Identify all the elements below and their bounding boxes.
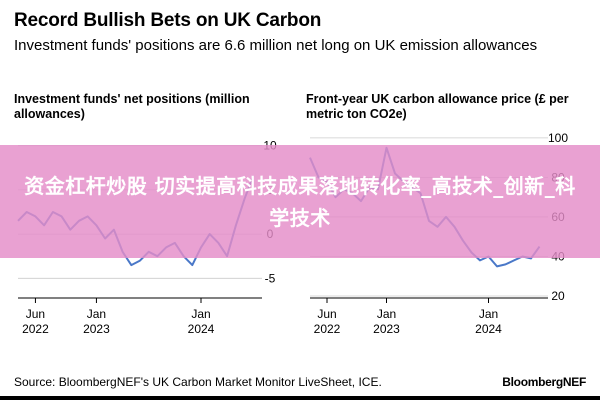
page-title: Record Bullish Bets on UK Carbon <box>14 10 322 31</box>
carbon-price-x-tick-label: Jan 2023 <box>373 307 400 336</box>
chart-title-carbon-price: Front-year UK carbon allowance price (£ … <box>306 92 569 121</box>
chart-title-net-positions: Investment funds' net positions (million… <box>14 92 250 121</box>
page-subtitle: Investment funds' positions are 6.6 mill… <box>14 37 538 54</box>
carbon-price-x-tick-label: Jun 2022 <box>314 307 341 336</box>
net-positions-y-tick-label: -5 <box>265 271 276 285</box>
banner-text: 资金杠杆炒股 切实提高科技成果落地转化率_高技术_创新_科学技术 <box>24 173 576 230</box>
brand-logo-text: BloombergNEF <box>502 375 586 389</box>
carbon-price-x-tick-label: Jan 2024 <box>475 307 502 336</box>
carbon-price-y-tick-label: 20 <box>551 289 565 303</box>
source-note: Source: BloombergNEF's UK Carbon Market … <box>14 375 382 389</box>
net-positions-x-tick-label: Jun 2022 <box>22 307 49 336</box>
footer-rule <box>0 396 600 400</box>
net-positions-x-tick-label: Jan 2024 <box>188 307 215 336</box>
overlay-banner: 资金杠杆炒股 切实提高科技成果落地转化率_高技术_创新_科学技术 <box>0 145 600 258</box>
carbon-price-y-tick-label: 100 <box>548 131 568 145</box>
net-positions-x-tick-label: Jan 2023 <box>83 307 110 336</box>
